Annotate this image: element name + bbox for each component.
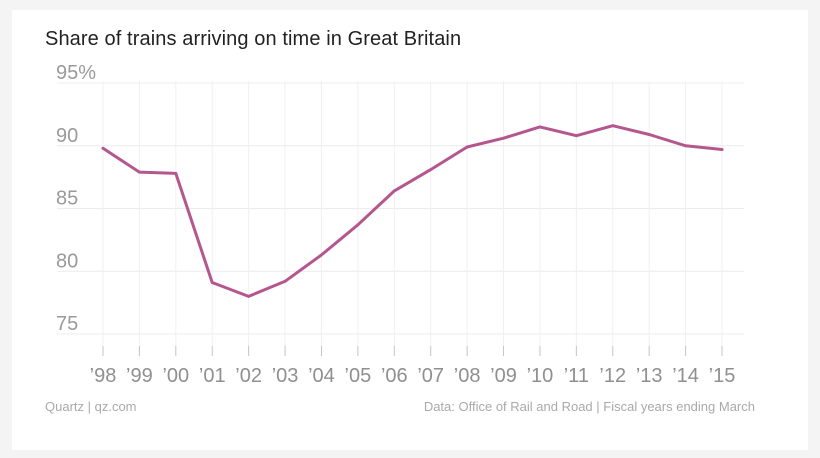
data-point [210,281,214,284]
x-tick-label: ’04 [308,365,335,387]
data-point [611,124,615,128]
x-tick-label: ’14 [672,365,699,387]
data-point [465,145,469,149]
series-layer [101,124,724,298]
x-tick-label: ’11 [564,365,589,387]
x-tick-label: ’10 [527,365,554,387]
data-point [574,134,578,138]
x-tick-label: ’99 [126,365,153,387]
data-point [684,144,687,148]
y-tick-label: 95% [56,62,96,84]
data-point [174,171,178,175]
x-tick-label: ’06 [381,365,408,387]
data-point [429,168,433,171]
data-point [356,223,360,227]
data-point [320,253,323,257]
grid-lines [57,81,744,346]
x-axis-ticks: ’98 ’99 ’00 ’01 ’02 ’03 ’04 ’05 ’06 ’07 ’08 ’09 ’10 ’… [90,346,736,387]
data-point [138,170,141,174]
data-point [247,294,251,298]
x-tick-label: ’02 [235,365,262,387]
y-tick-label: 90 [56,125,78,147]
y-tick-label: 75 [56,313,78,335]
chart-title: Share of trains arriving on time in Grea… [45,28,462,50]
x-tick-label: ’05 [345,365,372,387]
series-line [101,124,724,298]
x-tick-label: ’08 [454,365,481,387]
x-tick-label: ’15 [709,365,736,387]
y-tick-label: 85 [56,188,78,210]
y-axis-ticks: 75 80 85 90 95% [56,62,96,335]
x-tick-label: ’13 [636,365,663,387]
data-point [101,146,105,150]
data-point [647,133,651,136]
x-tick-label: ’00 [162,365,189,387]
x-tick-label: ’07 [417,365,444,387]
x-tick-label: ’01 [199,365,226,387]
x-tick-label: ’03 [272,365,299,387]
data-point [283,279,287,283]
x-tick-label: ’12 [599,365,626,387]
y-tick-label: 80 [56,250,78,272]
x-tick-label: ’09 [490,365,517,387]
footer-credit: Quartz | qz.com [45,399,137,414]
data-point [392,189,396,193]
x-tick-label: ’98 [90,365,117,387]
footer-data-source: Data: Office of Rail and Road | Fiscal y… [423,399,755,414]
data-point [720,148,724,151]
data-point [538,125,542,129]
data-point [502,136,505,140]
